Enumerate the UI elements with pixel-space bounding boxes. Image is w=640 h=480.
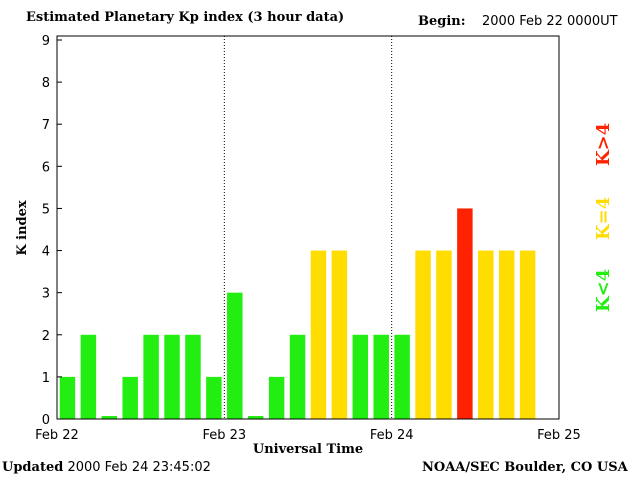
x-tick-label: Feb 23: [202, 428, 246, 443]
kp-bar: [101, 416, 118, 419]
bar-group: [59, 208, 536, 419]
kp-bar: [80, 334, 97, 419]
kp-bar: [247, 416, 264, 419]
kp-bar: [143, 334, 159, 419]
y-tick-label: 9: [42, 34, 50, 49]
x-axis-ticks: Feb 22 Feb 23 Feb 24 Feb 25: [35, 428, 581, 443]
kp-bar: [227, 292, 243, 419]
begin-label: Begin:: [418, 14, 466, 29]
kp-bar: [310, 250, 327, 419]
chart-title: Estimated Planetary Kp index (3 hour dat…: [26, 10, 345, 25]
y-tick-label: 1: [42, 371, 50, 386]
y-tick-label: 5: [42, 202, 50, 217]
kp-bar: [59, 376, 76, 419]
kp-bar: [478, 250, 494, 419]
y-tick-label: 2: [42, 329, 50, 344]
y-tick-label: 8: [42, 76, 50, 91]
kp-bar: [331, 250, 348, 419]
y-tick-label: 7: [42, 118, 50, 133]
legend-low: K<4: [593, 269, 614, 312]
x-tick-label: Feb 25: [537, 428, 581, 443]
kp-bar: [436, 250, 452, 419]
footer-updated: Updated 2000 Feb 24 23:45:02: [2, 460, 211, 475]
legend-high-label: K>4: [593, 122, 614, 166]
kp-bar: [185, 334, 201, 419]
kp-bar: [415, 250, 431, 419]
footer-source: NOAA/SEC Boulder, CO USA: [422, 460, 628, 475]
y-tick-label: 3: [42, 287, 50, 302]
y-tick-label: 0: [42, 413, 50, 428]
plot-frame: [56, 35, 560, 420]
kp-bar: [373, 334, 389, 419]
kp-bar: [289, 334, 306, 419]
legend-high: K>4: [593, 123, 614, 166]
kp-bar: [268, 376, 285, 419]
kp-bar: [498, 250, 515, 419]
updated-timestamp: 2000 Feb 24 23:45:02: [67, 460, 211, 475]
kp-bar: [352, 334, 369, 419]
updated-label: Updated: [2, 460, 64, 475]
y-tick-label: 4: [42, 245, 50, 260]
x-tick-label: Feb 24: [370, 428, 414, 443]
kp-bar: [122, 376, 138, 419]
x-axis-label: Universal Time: [253, 442, 363, 457]
kp-bar: [394, 334, 410, 419]
kp-bar: [519, 250, 536, 419]
begin-value: 2000 Feb 22 0000UT: [482, 14, 618, 29]
legend-mid: K=4: [593, 197, 614, 240]
kp-bar: [164, 334, 180, 419]
y-axis-ticks: 0 1 2 3 4 5 6 7 8 9: [42, 34, 62, 428]
legend-low-label: K<4: [593, 268, 614, 312]
kp-bar: [206, 376, 222, 419]
y-axis-label: K index: [15, 200, 30, 256]
y-tick-label: 6: [42, 160, 50, 175]
x-tick-label: Feb 22: [35, 428, 79, 443]
kp-bar: [457, 208, 473, 419]
legend-mid-label: K=4: [593, 196, 614, 240]
day-separators: [223, 36, 393, 419]
